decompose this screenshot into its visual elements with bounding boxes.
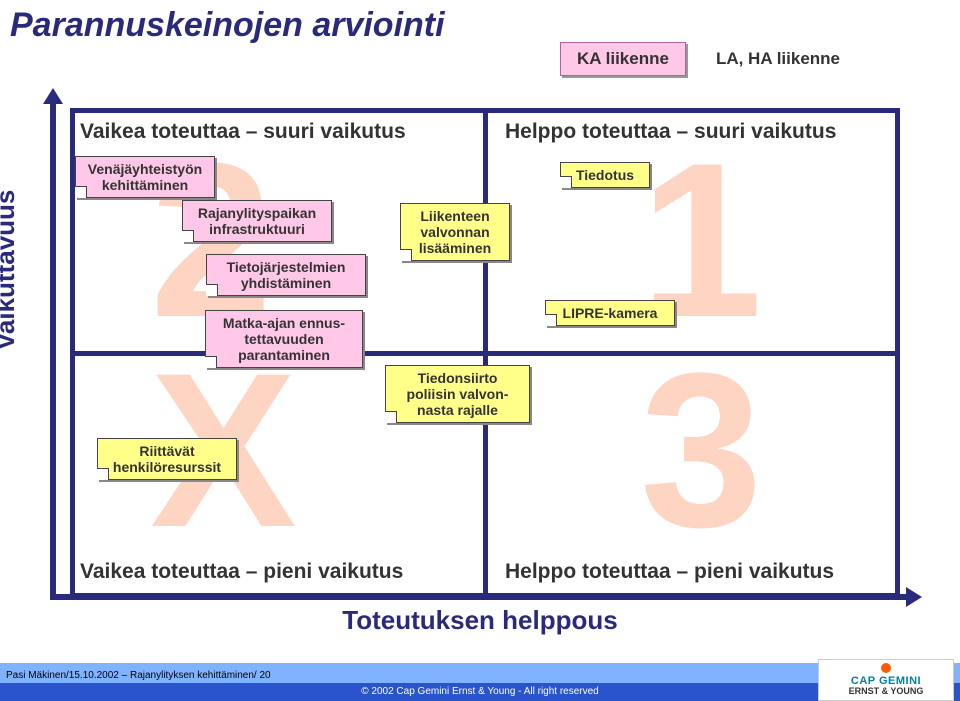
note-fold-icon (385, 411, 397, 423)
note-tiedonsiirto: Tiedonsiirto poliisin valvon- nasta raja… (385, 365, 530, 423)
logo-line2: ERNST & YOUNG (849, 687, 924, 697)
x-axis-label: Toteutuksen helppous (0, 605, 960, 636)
capgemini-logo: CAP GEMINI ERNST & YOUNG (818, 659, 954, 701)
note-henkiloresurssit: Riittävät henkilöresurssit (97, 438, 237, 480)
note-fold-icon (560, 176, 572, 188)
footer-left-text: Pasi Mäkinen/15.10.2002 – Rajanylityksen… (6, 670, 271, 681)
note-text: Tiedotus (576, 167, 634, 183)
note-text: Riittävät henkilöresurssit (113, 443, 221, 475)
legend-la-ha: LA, HA liikenne (716, 49, 840, 69)
logo-dot-icon (881, 663, 891, 673)
note-text: LIPRE-kamera (563, 305, 658, 321)
y-axis (50, 100, 56, 600)
note-text: Liikenteen valvonnan lisääminen (419, 208, 491, 256)
note-lipre-kamera: LIPRE-kamera (545, 300, 675, 326)
note-text: Tietojärjestelmien yhdistäminen (227, 259, 346, 291)
legend: KA liikenne LA, HA liikenne (560, 42, 840, 76)
ghost-3: 3 (640, 340, 762, 560)
y-axis-label: Vaikuttavuus (0, 190, 21, 350)
footer: Pasi Mäkinen/15.10.2002 – Rajanylityksen… (0, 657, 960, 701)
note-text: Venäjäyhteistyön kehittäminen (88, 161, 202, 193)
note-fold-icon (400, 249, 412, 261)
note-tiedotus: Tiedotus (560, 162, 650, 188)
note-text: Rajanylityspaikan infrastruktuuri (198, 205, 316, 237)
note-fold-icon (545, 314, 557, 326)
note-text: Matka-ajan ennus- tettavuuden parantamin… (223, 315, 345, 363)
note-rajanylityspaikka: Rajanylityspaikan infrastruktuuri (182, 200, 332, 242)
footer-center-text: © 2002 Cap Gemini Ernst & Young - All ri… (0, 686, 960, 697)
note-venajayhteistyo: Venäjäyhteistyön kehittäminen (75, 156, 215, 198)
note-fold-icon (205, 356, 217, 368)
note-text: Tiedonsiirto poliisin valvon- nasta raja… (407, 370, 509, 418)
note-fold-icon (75, 186, 87, 198)
note-fold-icon (97, 468, 109, 480)
note-matka-aika: Matka-ajan ennus- tettavuuden parantamin… (205, 310, 363, 368)
legend-ka: KA liikenne (560, 42, 686, 76)
page-title: Parannuskeinojen arviointi (10, 6, 445, 45)
note-fold-icon (206, 284, 218, 296)
note-liikenteen-valvonta: Liikenteen valvonnan lisääminen (400, 203, 510, 261)
note-tietojarjestelmat: Tietojärjestelmien yhdistäminen (206, 254, 366, 296)
note-fold-icon (182, 230, 194, 242)
